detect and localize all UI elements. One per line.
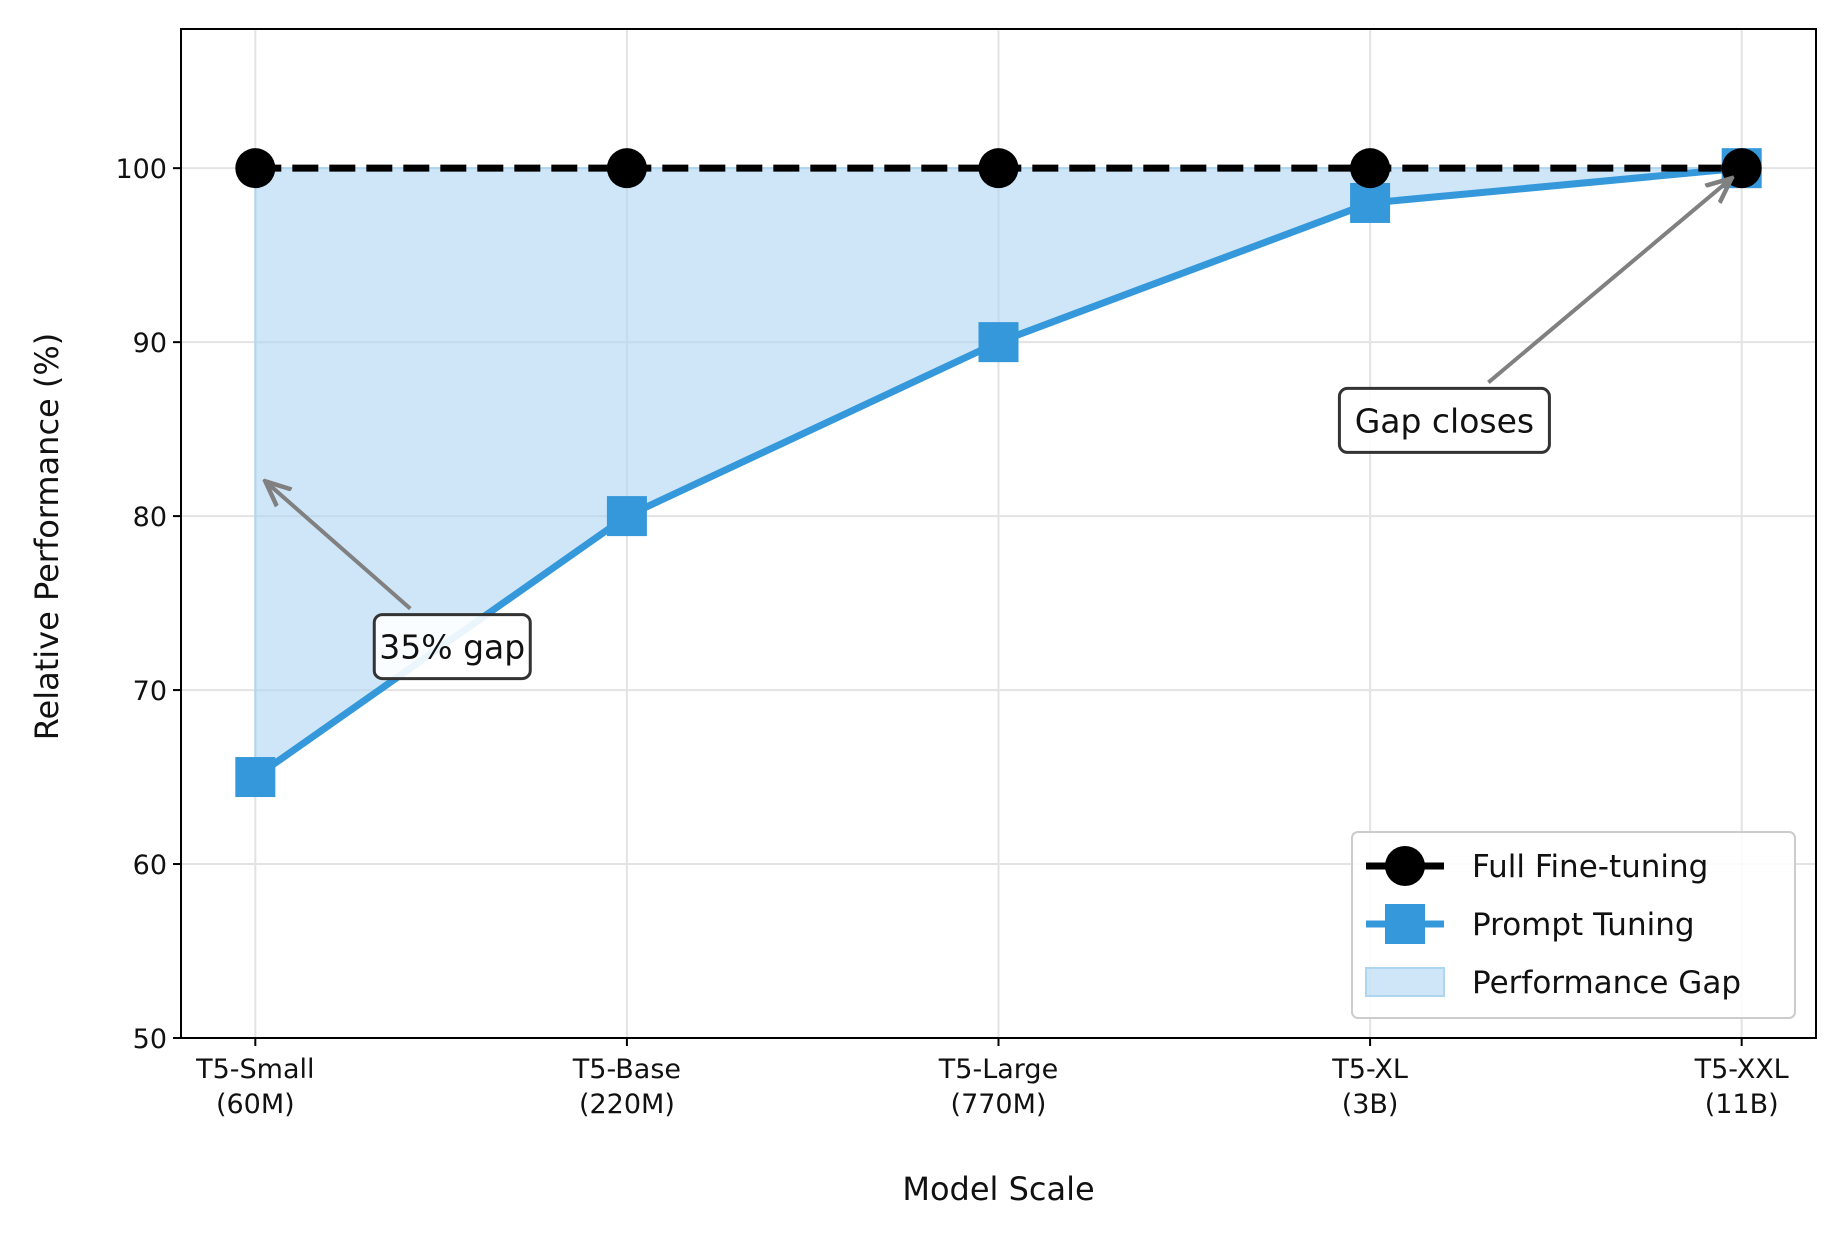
marker-prompt-tuning xyxy=(1350,182,1391,223)
legend-marker-prompt-tuning xyxy=(1385,904,1425,944)
x-tick-label: (60M) xyxy=(216,1089,295,1120)
y-tick-label: 50 xyxy=(133,1024,167,1055)
annotation-text: Gap closes xyxy=(1355,401,1534,440)
y-tick-label: 90 xyxy=(133,328,167,359)
x-tick-label: T5-Small xyxy=(195,1054,314,1085)
annotation-arrow xyxy=(1487,178,1731,384)
annotation-box xyxy=(372,613,532,681)
annotation-box xyxy=(1337,386,1551,454)
marker-full-fine-tuning xyxy=(1350,148,1391,189)
legend-label: Full Fine-tuning xyxy=(1472,849,1708,885)
legend-label: Prompt Tuning xyxy=(1472,907,1695,943)
y-axis-label: Relative Performance (%) xyxy=(28,333,66,741)
marker-full-fine-tuning xyxy=(235,148,276,189)
x-tick-label: (770M) xyxy=(951,1089,1047,1120)
marker-prompt-tuning xyxy=(978,322,1019,363)
y-tick-label: 100 xyxy=(115,154,167,185)
x-tick-label: (11B) xyxy=(1705,1089,1779,1120)
annotations: 35% gap Gap closes xyxy=(265,178,1731,681)
y-tick-label: 70 xyxy=(133,676,167,707)
x-axis-label: Model Scale xyxy=(902,1170,1094,1208)
ticks: 50 60 70 80 90 100 T5-Small (60M) T5-Base (220M) T… xyxy=(115,154,1788,1120)
annotation-text: 35% gap xyxy=(379,628,525,667)
y-tick-label: 80 xyxy=(133,502,167,533)
x-tick-label: T5-Large xyxy=(938,1054,1058,1085)
x-tick-label: T5-XXL xyxy=(1694,1054,1789,1085)
marker-prompt-tuning xyxy=(606,496,647,537)
legend-label: Performance Gap xyxy=(1472,965,1741,1001)
legend-marker-full-fine-tuning xyxy=(1385,846,1425,886)
legend-swatch-performance-gap xyxy=(1365,967,1445,997)
legend: Full Fine-tuning Prompt Tuning Performance… xyxy=(1351,831,1796,1019)
x-tick-label: (220M) xyxy=(579,1089,675,1120)
x-tick-label: T5-Base xyxy=(572,1054,681,1085)
legend-box xyxy=(1351,831,1796,1019)
marker-full-fine-tuning xyxy=(606,148,647,189)
marker-prompt-tuning xyxy=(235,757,276,798)
x-tick-label: (3B) xyxy=(1342,1089,1399,1120)
x-tick-label: T5-XL xyxy=(1331,1054,1408,1085)
annotation-arrow xyxy=(265,481,412,611)
series-markers xyxy=(235,148,1762,798)
y-tick-label: 60 xyxy=(133,850,167,881)
marker-full-fine-tuning xyxy=(978,148,1019,189)
